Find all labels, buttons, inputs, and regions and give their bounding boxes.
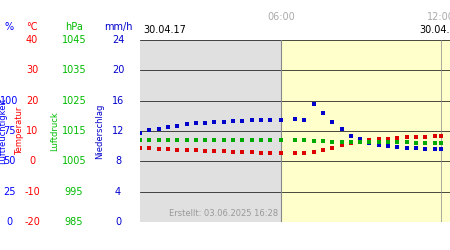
Text: Erstellt: 03.06.2025 16:28: Erstellt: 03.06.2025 16:28 bbox=[169, 210, 278, 218]
Text: 1025: 1025 bbox=[62, 96, 86, 106]
Text: Temperatur: Temperatur bbox=[15, 107, 24, 155]
Text: 25: 25 bbox=[3, 187, 15, 197]
Text: 16: 16 bbox=[112, 96, 124, 106]
Text: 1015: 1015 bbox=[62, 126, 86, 136]
Text: 12:00: 12:00 bbox=[427, 12, 450, 22]
Text: 06:00: 06:00 bbox=[267, 12, 295, 22]
Text: 100: 100 bbox=[0, 96, 18, 106]
Text: mm/h: mm/h bbox=[104, 22, 132, 32]
Text: 4: 4 bbox=[115, 187, 121, 197]
Text: Luftfeuchtigkeit: Luftfeuchtigkeit bbox=[0, 98, 8, 164]
Text: 24: 24 bbox=[112, 35, 124, 45]
Text: 1035: 1035 bbox=[62, 65, 86, 75]
Text: 30.04.17: 30.04.17 bbox=[419, 25, 450, 35]
Text: 40: 40 bbox=[26, 35, 38, 45]
Bar bbox=[281, 40, 450, 222]
Text: 10: 10 bbox=[26, 126, 38, 136]
Text: 985: 985 bbox=[65, 217, 83, 227]
Text: 30: 30 bbox=[26, 65, 38, 75]
Text: 75: 75 bbox=[3, 126, 15, 136]
Text: hPa: hPa bbox=[65, 22, 83, 32]
Text: 8: 8 bbox=[115, 156, 121, 166]
Text: 50: 50 bbox=[3, 156, 15, 166]
Text: %: % bbox=[4, 22, 13, 32]
Text: 20: 20 bbox=[112, 65, 124, 75]
Text: 0: 0 bbox=[6, 217, 12, 227]
Text: Luftdruck: Luftdruck bbox=[50, 111, 59, 151]
Text: -20: -20 bbox=[24, 217, 40, 227]
Text: 995: 995 bbox=[65, 187, 83, 197]
Text: Niederschlag: Niederschlag bbox=[95, 103, 104, 159]
Text: -10: -10 bbox=[24, 187, 40, 197]
Text: 30.04.17: 30.04.17 bbox=[143, 25, 186, 35]
Text: 1045: 1045 bbox=[62, 35, 86, 45]
Text: 0: 0 bbox=[29, 156, 35, 166]
Text: 0: 0 bbox=[115, 217, 121, 227]
Text: 1005: 1005 bbox=[62, 156, 86, 166]
Text: 12: 12 bbox=[112, 126, 124, 136]
Text: 20: 20 bbox=[26, 96, 38, 106]
Text: °C: °C bbox=[26, 22, 38, 32]
